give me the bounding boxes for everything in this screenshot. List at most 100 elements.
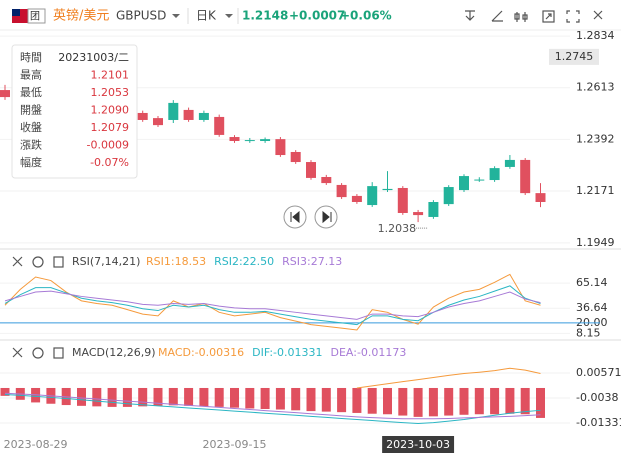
indicator-line bbox=[4, 392, 541, 420]
macd-bar bbox=[153, 387, 163, 406]
candle-body bbox=[321, 176, 332, 184]
macd-bar bbox=[444, 387, 454, 416]
y-tick-label: 1.2171 bbox=[576, 184, 615, 197]
y-tick-label: 65.14 bbox=[576, 276, 608, 289]
candle-body bbox=[290, 151, 301, 163]
macd-bar bbox=[306, 387, 316, 412]
low-annotation: 1.2038 bbox=[378, 222, 417, 235]
macd-bar bbox=[520, 387, 530, 415]
indicator-line bbox=[4, 285, 541, 326]
candle-body bbox=[214, 116, 225, 135]
dropdown-arrow[interactable] bbox=[225, 14, 233, 18]
tooltip-value: 1.2079 bbox=[91, 121, 130, 134]
candle-body bbox=[413, 212, 424, 216]
legend-entry: DEA:-0.01173 bbox=[331, 346, 407, 359]
tooltip-label: 收盤 bbox=[20, 120, 42, 134]
tooltip: 時間 20231003/二最高 1.2101 最低 1.2053 開盤 1.2090 收盤 1.… bbox=[11, 44, 138, 179]
macd-title: MACD(12,26,9) bbox=[72, 346, 156, 359]
rsi-controls[interactable] bbox=[12, 256, 64, 268]
tooltip-label: 開盤 bbox=[20, 104, 42, 117]
candle-body bbox=[397, 187, 408, 213]
candle-body bbox=[443, 187, 454, 205]
last-price: 1.2148 bbox=[242, 9, 288, 23]
y-tick-label: 1.2392 bbox=[576, 132, 615, 145]
candle-body bbox=[0, 90, 10, 98]
indicator-line bbox=[4, 290, 541, 320]
candle-body bbox=[229, 137, 240, 142]
svg-text:团: 团 bbox=[30, 11, 40, 23]
indicator-line bbox=[4, 394, 541, 424]
macd-bar bbox=[168, 387, 178, 406]
macd-bar bbox=[214, 387, 224, 407]
tooltip-label: 最高 bbox=[20, 68, 42, 82]
macd-bar bbox=[92, 387, 102, 407]
macd-bar bbox=[275, 387, 285, 410]
indicator-line bbox=[4, 273, 541, 331]
y-tick-label: 8.15 bbox=[576, 326, 601, 339]
candle-body bbox=[459, 176, 469, 191]
y-tick-label: 0.00571 bbox=[576, 366, 621, 379]
tooltip-value: 1.2090 bbox=[91, 104, 130, 117]
candle-body bbox=[428, 202, 439, 217]
indicator-line bbox=[356, 367, 541, 389]
candle-body bbox=[382, 188, 393, 191]
price-change: +0.0007 bbox=[289, 9, 345, 23]
tooltip-box bbox=[11, 44, 138, 179]
tooltip-value: 1.2101 bbox=[91, 69, 130, 82]
candle-body bbox=[198, 112, 209, 120]
tooltip-value: -0.07% bbox=[90, 156, 129, 169]
candle-body bbox=[367, 186, 378, 206]
macd-bar bbox=[0, 387, 10, 396]
candle-body bbox=[504, 159, 515, 167]
tooltip-label: 最低 bbox=[20, 86, 42, 99]
candle-body bbox=[520, 159, 531, 194]
symbol-code[interactable]: GBPUSD bbox=[116, 9, 166, 23]
y-tick-label: 36.64 bbox=[576, 301, 608, 314]
candle-body bbox=[306, 162, 316, 178]
macd-bar bbox=[337, 387, 347, 413]
macd-bar bbox=[321, 387, 331, 412]
macd-bar bbox=[77, 387, 86, 406]
macd-bar bbox=[428, 387, 438, 417]
x-tick-label: 2023-09-15 bbox=[203, 438, 267, 451]
macd-bar bbox=[474, 387, 484, 415]
macd-bar bbox=[122, 387, 132, 407]
tooltip-label: 時間 bbox=[20, 51, 42, 64]
macd-bar bbox=[184, 387, 194, 406]
x-tick-label: 2023-08-29 bbox=[4, 438, 68, 451]
candle-body bbox=[153, 118, 163, 126]
candle-body bbox=[351, 195, 362, 202]
replay-controls[interactable] bbox=[283, 205, 338, 229]
y-tick-label: -0.01331 bbox=[576, 416, 621, 429]
candle-body bbox=[183, 109, 194, 120]
legend-entry: RSI3:27.13 bbox=[282, 255, 342, 268]
macd-bar bbox=[490, 387, 500, 415]
macd-bar bbox=[536, 387, 545, 418]
candle-body bbox=[474, 179, 485, 181]
macd-bar bbox=[383, 387, 392, 415]
dropdown-arrow[interactable] bbox=[172, 14, 180, 18]
macd-bar bbox=[505, 387, 515, 414]
toolbar-icons[interactable] bbox=[465, 10, 603, 23]
legend-entry: RSI1:18.53 bbox=[146, 255, 206, 268]
candle-body bbox=[168, 102, 179, 120]
macd-bar bbox=[230, 387, 239, 408]
macd-bar bbox=[398, 387, 408, 416]
plot-area: 1.2834 1.2613 1.2392 1.2171 1.1949 2023-08-29… bbox=[0, 29, 621, 451]
price-change-pct: +0.06% bbox=[340, 9, 392, 23]
symbol-name[interactable]: 英镑/美元 bbox=[53, 8, 109, 24]
candle-body bbox=[275, 139, 286, 156]
candle-body bbox=[535, 193, 546, 202]
tooltip-value: 20231003/二 bbox=[58, 51, 129, 64]
candle-body bbox=[489, 168, 500, 181]
period[interactable]: 日K bbox=[196, 9, 217, 23]
macd-bar bbox=[413, 387, 423, 417]
macd-controls[interactable] bbox=[12, 347, 64, 359]
macd-bar bbox=[199, 387, 209, 407]
macd-bar bbox=[352, 387, 362, 413]
macd-bar bbox=[260, 387, 270, 409]
crosshair-date-box bbox=[382, 436, 455, 453]
legend-entry: DIF:-0.01331 bbox=[252, 346, 322, 359]
